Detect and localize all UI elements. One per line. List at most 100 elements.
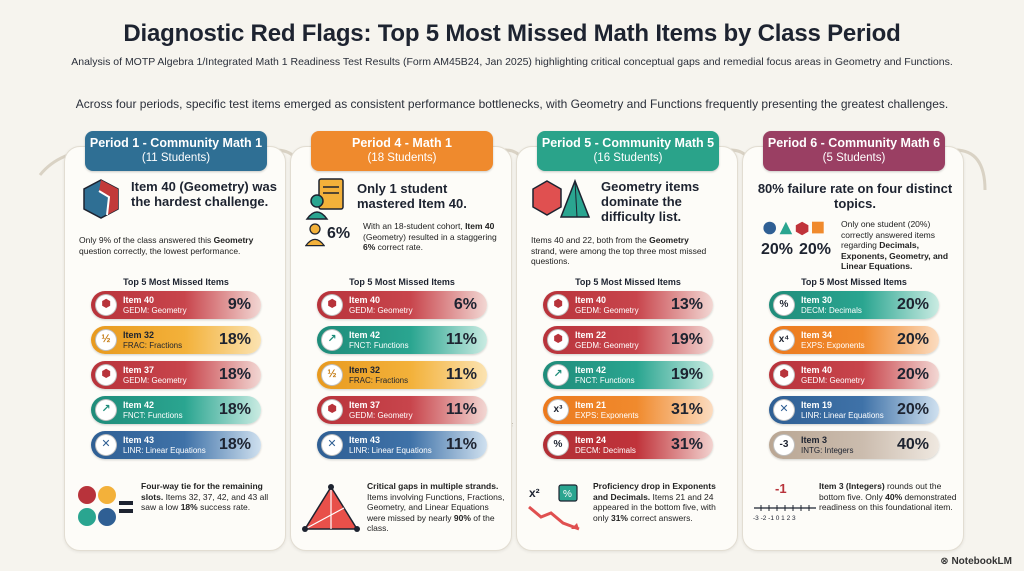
item-value: 6% [453,296,477,313]
item-value: 31% [670,436,703,453]
item-strand: LINR: Linear Equations [349,446,432,455]
period-4-items: ⬢ Item 40 GEDM: Geometry 6% ↗ Item 42 FN… [317,291,487,466]
item-value: 11% [445,366,477,383]
period-1-list-title: Top 5 Most Missed Items [123,277,229,287]
item-value: 13% [670,296,703,313]
student-avatar-icon [305,223,325,247]
period-5-footer-b: Items 21 and 24 appeared in the bottom f… [593,491,716,523]
list-item: ⬢ Item 22 GEDM: Geometry 19% [543,326,713,354]
period-4-list-title: Top 5 Most Missed Items [349,277,455,287]
graph-icon: ↗ [321,329,343,351]
decimal-icon: % [547,434,569,456]
item-label: Item 40 [349,295,381,305]
period-5-header: Period 5 - Community Math 5 (16 Students… [537,131,719,171]
period-6-summary-a: Only one student (20%) correctly answere… [841,219,936,250]
list-item: ↗ Item 42 FNCT: Functions 11% [317,326,487,354]
period-5-footer: x² % Proficiency drop in Exponents and D… [527,481,731,541]
period-4-card: Period 4 - Math 1 (18 Students) Only 1 s… [290,131,512,551]
linear-graph-icon: ✕ [321,434,343,456]
list-item: x⁴ Item 34 EXPS: Exponents 20% [769,326,939,354]
item-strand: GEDM: Geometry [575,306,639,315]
hexagon-icon: ⬢ [547,294,569,316]
list-item: -3 Item 3 INTG: Integers 40% [769,431,939,459]
item-value: 20% [896,401,929,418]
period-6-summary-b: Decimals, Exponents, Geometry, and Linea… [841,240,949,271]
period-1-count: (11 Students) [141,152,211,164]
integer-icon: -3 [773,434,795,456]
period-1-footer-b: Items 32, 37, 42, and 43 all saw a low [141,491,269,513]
period-6-title: Period 6 - Community Math 6 [767,136,941,150]
item-label: Item 32 [349,365,381,375]
item-label: Item 37 [349,400,381,410]
decimal-icon: % [773,294,795,316]
period-6-list-title: Top 5 Most Missed Items [801,277,907,287]
item-label: Item 22 [575,330,607,340]
period-4-headline: Only 1 student mastered Item 40. [357,181,467,211]
item-value: 11% [445,401,477,418]
list-item: ✕ Item 43 LINR: Linear Equations 11% [317,431,487,459]
period-4-footer-c: 90% [453,512,471,523]
item-strand: GEDM: Geometry [349,306,413,315]
item-value: 19% [670,331,703,348]
period-6-footer-text: Item 3 (Integers) rounds out the bottom … [819,481,959,513]
period-6-header: Period 6 - Community Math 6 (5 Students) [763,131,945,171]
period-4-footer-b: Items involving Functions, Fractions, Ge… [367,491,505,523]
svg-text:%: % [563,489,572,500]
period-6-badge-2: 20% [799,241,832,258]
period-5-card: Period 5 - Community Math 5 (16 Students… [516,131,738,551]
item-strand: FNCT: Functions [575,376,635,385]
item-label: Item 34 [801,330,833,340]
item-strand: GEDM: Geometry [575,341,639,350]
item-value: 11% [445,331,477,348]
period-5-footer-text: Proficiency drop in Exponents and Decima… [593,481,733,523]
period-6-summary: Only one student (20%) correctly answere… [841,219,955,272]
brand-name: NotebookLM [951,556,1012,567]
list-item: ⬢ Item 37 GEDM: Geometry 18% [91,361,261,389]
item-label: Item 24 [575,435,607,445]
period-5-footer-d: correct answers. [627,512,693,523]
hexagon-icon: ⬢ [547,329,569,351]
period-1-hero: Item 40 (Geometry) was the hardest chall… [79,177,277,277]
period-5-summary-b: Geometry [649,235,689,245]
period-5-list-title: Top 5 Most Missed Items [575,277,681,287]
list-item: ✕ Item 43 LINR: Linear Equations 18% [91,431,261,459]
item-strand: LINR: Linear Equations [123,446,206,455]
item-strand: FRAC: Fractions [123,341,183,350]
period-6-footer-a: Item 3 (Integers) [819,481,885,491]
item-label: Item 40 [575,295,607,305]
svg-text:x²: x² [529,486,540,500]
item-strand: DECM: Decimals [801,306,862,315]
fraction-icon: ½ [95,329,117,351]
list-item: ✕ Item 19 LINR: Linear Equations 20% [769,396,939,424]
period-1-card: Period 1 - Community Math 1 (11 Students… [64,131,286,551]
item-value: 9% [227,296,251,313]
item-strand: GEDM: Geometry [801,376,865,385]
period-1-summary-a: Only 9% of the class answered this [79,235,214,245]
period-4-footer: Critical gaps in multiple strands. Items… [301,481,505,541]
list-item: ½ Item 32 FRAC: Fractions 18% [91,326,261,354]
period-5-title: Period 5 - Community Math 5 [541,136,715,150]
item-value: 18% [218,436,251,453]
exponent-icon: x³ [547,399,569,421]
broken-hexagon-icon [83,179,119,219]
exponent-icon: x⁴ [773,329,795,351]
period-6-headline: 80% failure rate on four distinct topics… [757,181,953,211]
linear-graph-icon: ✕ [95,434,117,456]
item-value: 20% [896,296,929,313]
item-strand: GEDM: Geometry [123,306,187,315]
period-5-summary-c: strand, were among the top three most mi… [531,245,707,267]
hexagon-icon: ⬢ [773,364,795,386]
graph-icon: ↗ [95,399,117,421]
item-value: 20% [896,366,929,383]
student-document-icon [305,178,344,220]
period-6-footer-c: 40% [885,491,903,502]
linear-graph-icon: ✕ [773,399,795,421]
period-4-badge: 6% [327,225,351,242]
item-value: 11% [445,436,477,453]
list-item: ½ Item 32 FRAC: Fractions 11% [317,361,487,389]
graph-icon: ↗ [547,364,569,386]
item-label: Item 21 [575,400,607,410]
item-label: Item 32 [123,330,155,340]
item-label: Item 43 [123,435,155,445]
item-strand: LINR: Linear Equations [801,411,884,420]
